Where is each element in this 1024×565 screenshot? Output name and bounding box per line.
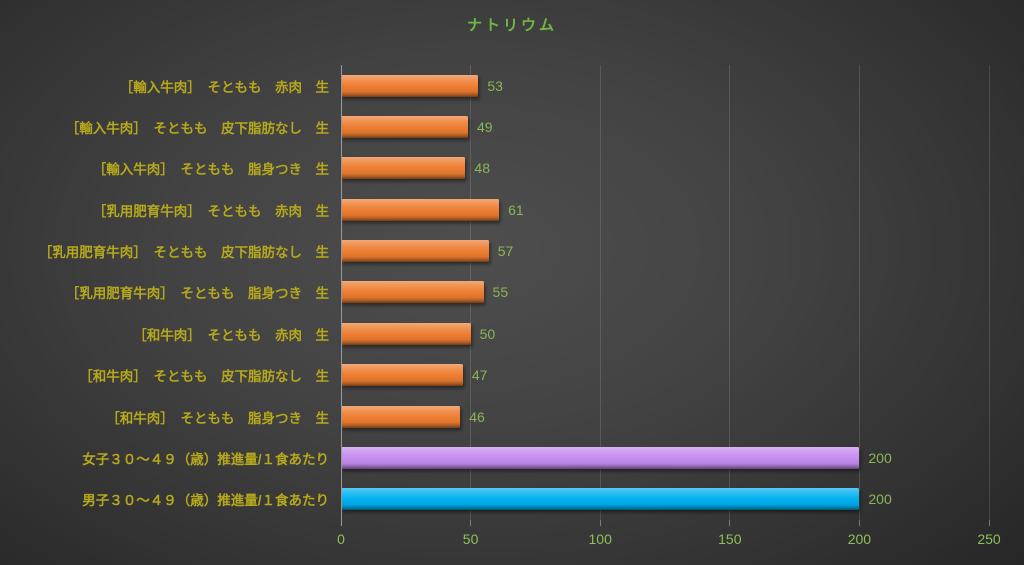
category-label: ［乳用肥育牛肉］ そともも 赤肉 生 xyxy=(92,203,329,219)
bar xyxy=(341,157,466,180)
category-label: ［輸入牛肉］ そともも 脂身つき 生 xyxy=(92,162,329,178)
category-label: ［乳用肥育牛肉］ そともも 皮下脂肪なし 生 xyxy=(38,245,329,261)
bar xyxy=(341,364,463,387)
category-label: ［輸入牛肉］ そともも 赤肉 生 xyxy=(119,79,329,95)
category-label: ［和牛肉］ そともも 皮下脂肪なし 生 xyxy=(79,369,329,385)
bar-value-label: 50 xyxy=(479,325,496,342)
bar xyxy=(341,240,489,263)
bar-row: 200 xyxy=(341,437,989,478)
bar xyxy=(341,405,461,428)
bar-series: 53 49 48 61 57 55 50 47 46 200 200 xyxy=(341,65,989,520)
bar-row: 61 xyxy=(341,189,989,230)
category-axis-line xyxy=(340,65,342,526)
x-tick-label: 150 xyxy=(718,531,742,547)
category-label: ［和牛肉］ そともも 脂身つき 生 xyxy=(106,410,329,426)
plot-area: 53 49 48 61 57 55 50 47 46 200 200 xyxy=(340,65,990,526)
bar-value-label: 49 xyxy=(477,119,493,136)
bar-value-label: 53 xyxy=(487,77,503,94)
gridline-250 xyxy=(988,65,990,520)
bar-row: 47 xyxy=(341,355,989,396)
category-axis-labels: ［輸入牛肉］ そともも 赤肉 生 ［輸入牛肉］ そともも 皮下脂肪なし 生 ［輸入牛… xyxy=(0,65,329,520)
x-tick-label: 200 xyxy=(847,531,872,547)
category-label: ［輸入牛肉］ そともも 皮下脂肪なし 生 xyxy=(65,121,329,137)
bar-value-label: 47 xyxy=(471,367,488,384)
category-label: ［乳用肥育牛肉］ そともも 脂身つき 生 xyxy=(65,286,329,302)
bar-row: 46 xyxy=(341,396,989,437)
x-tick-label: 100 xyxy=(588,531,612,547)
bar xyxy=(341,198,500,221)
axis-tick-mark xyxy=(988,520,990,526)
bar-value-label: 200 xyxy=(868,449,892,466)
bar-value-label: 57 xyxy=(497,243,514,260)
x-tick-label: 250 xyxy=(977,531,1001,547)
x-tick-label: 50 xyxy=(462,531,479,547)
gridline-200 xyxy=(858,65,860,520)
bar xyxy=(341,281,484,304)
category-label: 女子３０～４９（歳）推進量/１食あたり xyxy=(82,451,329,467)
gridline-150 xyxy=(729,65,731,520)
bar-value-label: 200 xyxy=(868,491,892,508)
bar-row: 50 xyxy=(341,313,989,354)
bar-row: 48 xyxy=(341,148,989,189)
bar-value-label: 46 xyxy=(469,408,485,425)
bar-row: 53 xyxy=(341,65,989,106)
category-label: ［和牛肉］ そともも 赤肉 生 xyxy=(133,327,329,343)
bar-row: 200 xyxy=(341,479,989,520)
bar-row: 57 xyxy=(341,230,989,271)
axis-tick-mark xyxy=(470,520,472,526)
bar xyxy=(341,446,860,469)
bar-value-label: 48 xyxy=(474,160,490,177)
bar-value-label: 55 xyxy=(492,284,509,301)
bar xyxy=(341,488,860,511)
axis-tick-mark xyxy=(599,520,601,526)
axis-tick-mark xyxy=(729,520,731,526)
chart-title: ナトリウム xyxy=(466,17,557,34)
category-label: 男子３０～４９（歳）推進量/１食あたり xyxy=(82,493,329,509)
bar xyxy=(341,322,471,345)
bar xyxy=(341,116,468,139)
bar-row: 49 xyxy=(341,106,989,147)
x-tick-label: 0 xyxy=(337,531,345,547)
bar-value-label: 61 xyxy=(508,201,524,218)
bar-row: 55 xyxy=(341,272,989,313)
bar xyxy=(341,74,479,97)
axis-tick-mark xyxy=(858,520,860,526)
gridline-100 xyxy=(599,65,601,520)
x-axis: 0 50 100 150 200 250 xyxy=(337,531,1001,551)
